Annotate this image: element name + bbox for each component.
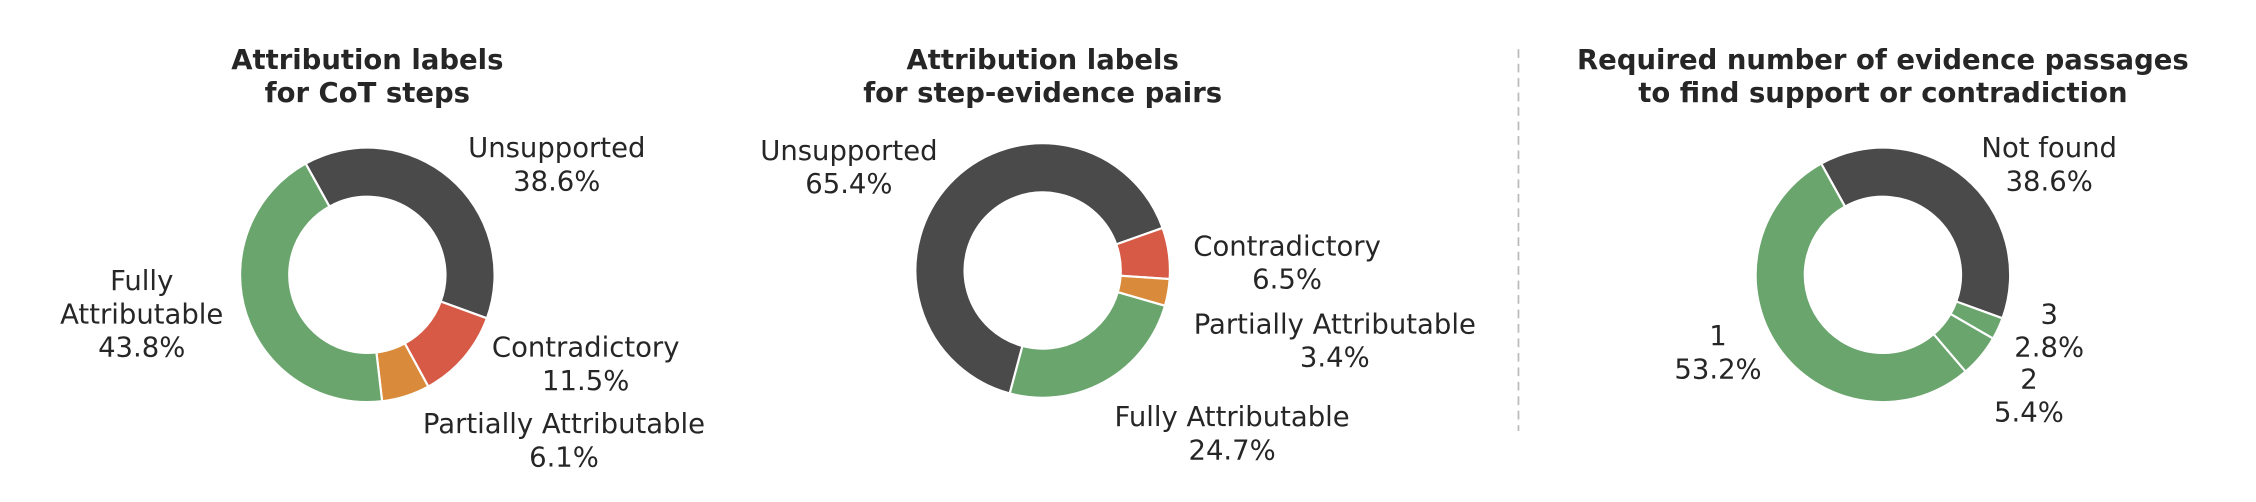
slice-label: Fully Attributable bbox=[60, 266, 223, 330]
value-label: 38.6% bbox=[513, 166, 600, 197]
value-label: 5.4% bbox=[1994, 398, 2064, 429]
slice-label: Contradictory bbox=[1193, 231, 1381, 262]
donut-slice bbox=[239, 162, 384, 404]
slice-label: Unsupported bbox=[760, 136, 937, 167]
donut-slice bbox=[1754, 162, 1968, 404]
chart-title: Required number of evidence passages to f… bbox=[1577, 45, 2189, 109]
value-label: 38.6% bbox=[2006, 166, 2093, 197]
slice-label: Contradictory bbox=[492, 333, 680, 364]
slice-label: 1 bbox=[1709, 321, 1726, 352]
slice-label: Fully Attributable bbox=[1115, 402, 1350, 433]
value-label: 24.7% bbox=[1188, 435, 1275, 466]
donut-slice bbox=[1008, 290, 1167, 399]
slice-label: Partially Attributable bbox=[423, 409, 705, 440]
value-label: 6.1% bbox=[529, 443, 599, 474]
value-label: 65.4% bbox=[805, 169, 892, 200]
value-label: 11.5% bbox=[542, 366, 629, 397]
donut-slice bbox=[304, 146, 496, 320]
chart-title: Attribution labels for CoT steps bbox=[231, 45, 503, 109]
donut-slice bbox=[914, 142, 1164, 395]
slice-label: Unsupported bbox=[468, 133, 645, 164]
slice-label: Partially Attributable bbox=[1194, 309, 1476, 340]
value-label: 3.4% bbox=[1300, 343, 1370, 374]
slice-label: 3 bbox=[2040, 299, 2057, 330]
value-label: 43.8% bbox=[98, 333, 185, 364]
value-label: 2.8% bbox=[2014, 333, 2084, 364]
slice-label: 2 bbox=[2020, 364, 2037, 395]
value-label: 53.2% bbox=[1674, 354, 1761, 385]
chart-title: Attribution labels for step-evidence pair… bbox=[863, 45, 1222, 109]
slice-label: Not found bbox=[1981, 133, 2117, 164]
value-label: 6.5% bbox=[1252, 265, 1322, 296]
donut-slice bbox=[1819, 146, 2012, 320]
